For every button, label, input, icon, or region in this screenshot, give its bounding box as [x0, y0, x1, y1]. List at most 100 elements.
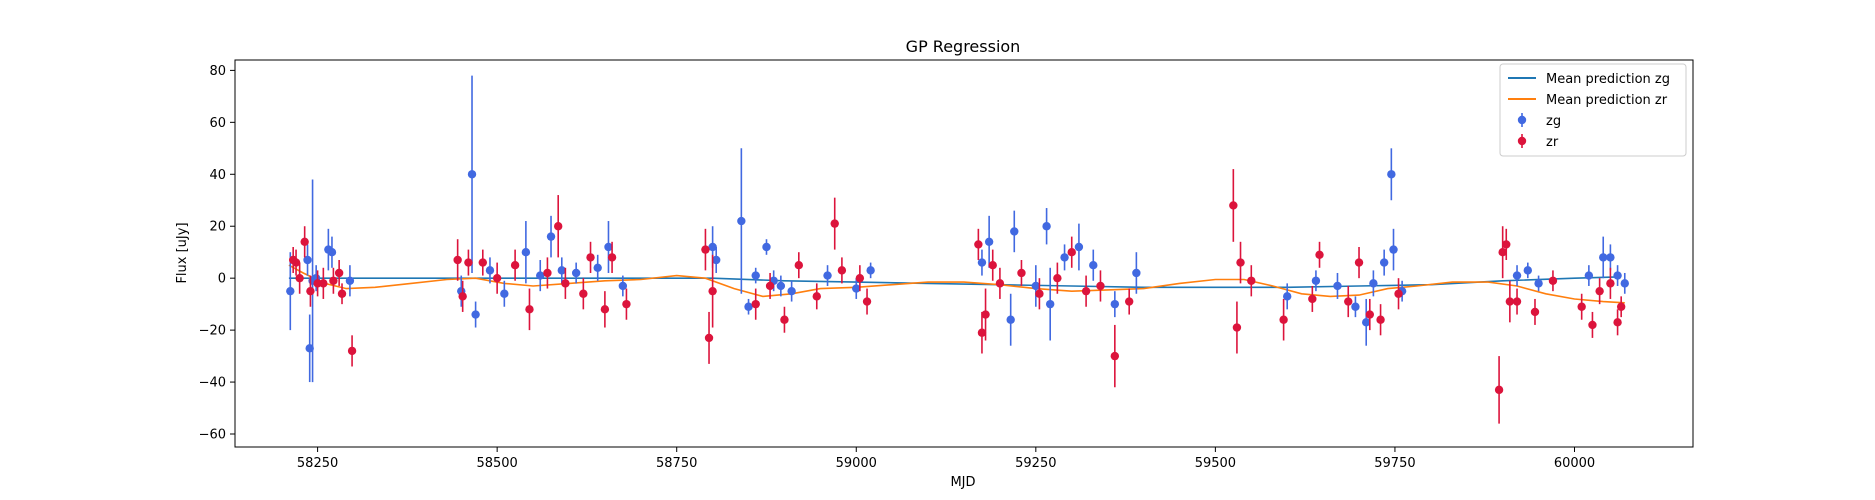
zg-marker — [327, 248, 337, 257]
y-tick-label: 20 — [209, 220, 226, 235]
zr-marker — [1354, 258, 1364, 267]
legend-label: zr — [1546, 135, 1559, 150]
plot-background — [235, 60, 1693, 447]
zg-marker — [604, 242, 613, 252]
zg-point — [546, 215, 556, 258]
zr-marker — [478, 258, 487, 267]
zr-marker — [334, 268, 344, 278]
zg-marker — [500, 289, 509, 298]
x-tick-label: 60000 — [1554, 456, 1595, 471]
x-tick-label: 58250 — [297, 456, 338, 471]
zg-point — [604, 221, 613, 273]
legend-label: Mean prediction zg — [1546, 72, 1670, 87]
zr-point — [306, 275, 315, 307]
legend-item-zr: zr — [1517, 134, 1559, 150]
zg-marker — [1387, 170, 1396, 179]
zr-point — [1067, 236, 1076, 268]
zr-marker — [974, 240, 983, 249]
zg-marker — [1599, 253, 1608, 262]
zr-marker — [1344, 297, 1353, 306]
x-tick-label: 59250 — [1015, 456, 1056, 471]
zr-point — [478, 249, 487, 276]
zg-point — [467, 75, 477, 273]
zg-point — [1606, 244, 1615, 271]
zr-point — [988, 249, 997, 281]
legend-item-mean-prediction-zg: Mean prediction zg — [1508, 72, 1670, 87]
zr-marker — [1616, 302, 1626, 311]
zg-marker — [762, 242, 771, 252]
zr-point — [1096, 270, 1105, 302]
zg-marker — [1074, 242, 1084, 252]
zr-point — [337, 283, 347, 305]
zg-marker — [471, 310, 480, 319]
x-tick-label: 59000 — [836, 456, 877, 471]
zr-marker — [1606, 279, 1615, 288]
zg-marker — [1534, 279, 1543, 288]
zg-marker — [712, 255, 721, 265]
zr-point — [1613, 309, 1622, 336]
zg-marker — [571, 268, 581, 278]
zr-marker — [295, 273, 304, 283]
y-tick-label: 40 — [209, 168, 226, 183]
legend-label: Mean prediction zr — [1546, 93, 1668, 108]
zr-marker — [1394, 289, 1403, 298]
mean-line-zg — [288, 276, 1618, 289]
zr-point — [1616, 296, 1626, 318]
zg-marker — [1584, 271, 1594, 280]
zg-marker — [1613, 271, 1622, 280]
zr-marker — [319, 279, 328, 288]
zg-marker — [345, 276, 355, 285]
zr-point — [329, 267, 338, 294]
x-tick-label: 58750 — [656, 456, 697, 471]
zr-marker — [1613, 318, 1622, 327]
zr-marker — [1505, 297, 1515, 306]
zr-point — [543, 257, 552, 289]
zg-point — [1333, 272, 1342, 299]
zr-marker — [1229, 201, 1238, 210]
y-tick-label: 80 — [209, 64, 226, 79]
zr-point — [464, 249, 473, 276]
zr-point — [751, 288, 760, 320]
zg-point — [1045, 267, 1055, 341]
zr-point — [347, 335, 357, 367]
zr-point — [1081, 275, 1091, 307]
zr-point — [1247, 265, 1256, 297]
zr-marker — [291, 258, 301, 267]
zr-marker — [1053, 273, 1062, 283]
zr-marker — [300, 237, 309, 247]
zr-marker — [862, 297, 872, 306]
zr-marker — [329, 276, 338, 285]
zr-point — [1588, 311, 1597, 338]
zr-point — [862, 288, 872, 315]
legend-item-zg: zg — [1517, 113, 1561, 129]
zr-marker — [1530, 307, 1540, 317]
zr-marker — [1512, 297, 1522, 306]
zr-point — [1035, 278, 1044, 310]
zg-point — [1031, 265, 1041, 307]
zr-point — [1577, 293, 1586, 320]
zr-marker — [1081, 286, 1091, 296]
y-tick-label: −60 — [199, 428, 226, 443]
zr-marker — [830, 219, 839, 228]
zr-point — [812, 283, 821, 310]
zg-marker — [557, 266, 566, 275]
zg-marker — [1045, 299, 1055, 309]
zr-point — [1017, 259, 1026, 286]
zr-point — [1498, 226, 1507, 279]
zr-point — [561, 267, 570, 299]
zg-point — [787, 280, 796, 302]
zr-point — [295, 262, 304, 294]
zr-point — [830, 197, 839, 250]
zr-marker — [995, 279, 1005, 288]
zg-point — [500, 280, 509, 307]
zr-marker — [780, 315, 789, 324]
zg-marker — [1369, 279, 1378, 288]
zg-point — [1351, 296, 1360, 318]
zr-point — [708, 254, 717, 328]
legend-marker-swatch — [1517, 136, 1527, 146]
zr-point — [981, 288, 990, 341]
zg-marker — [593, 263, 602, 272]
zg-marker — [536, 271, 545, 280]
zr-marker — [765, 281, 775, 291]
